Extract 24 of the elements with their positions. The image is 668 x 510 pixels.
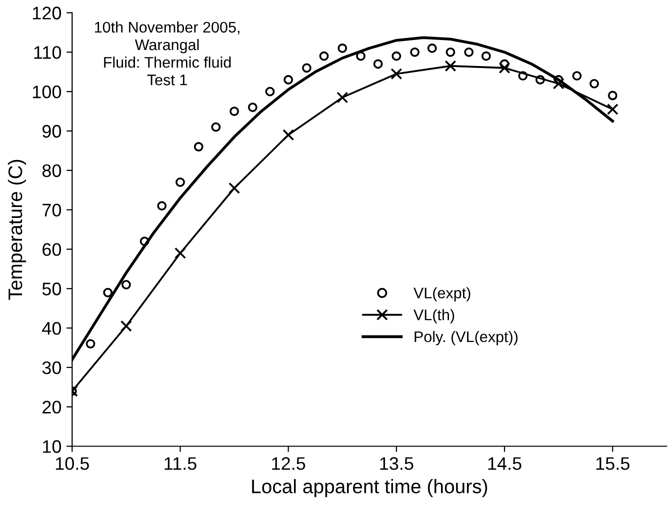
legend-label: VL(expt) xyxy=(414,287,470,302)
x-tick-label: 15.5 xyxy=(596,457,630,470)
y-tick-label: 80 xyxy=(42,164,62,178)
x-tick-label: 13.5 xyxy=(380,457,414,470)
y-tick-label: 30 xyxy=(42,361,62,374)
x-tick-label: 10.5 xyxy=(56,457,89,470)
y-tick-label: 10 xyxy=(43,440,62,453)
y-tick-label: 60 xyxy=(42,243,62,256)
y-tick-label: 70 xyxy=(42,204,62,217)
x-tick-label: 11.5 xyxy=(164,457,196,470)
y-tick-label: 120 xyxy=(32,6,62,20)
y-tick-label: 40 xyxy=(42,322,62,335)
legend-label: Poly. (VL(expt)) xyxy=(414,330,518,346)
x-tick-label: 14.5 xyxy=(488,457,522,470)
y-tick-label: 100 xyxy=(32,86,62,98)
y-axis-title: Temperature (C) xyxy=(8,160,26,300)
x-axis-title: Local apparent time (hours) xyxy=(252,479,488,498)
x-tick-label: 12.5 xyxy=(272,457,306,470)
y-tick-label: 50 xyxy=(42,282,62,296)
legend-label: VL(th) xyxy=(414,309,454,324)
annotation: 10th November 2005, Warangal Fluid: Thermic fluid Test 1 xyxy=(94,21,240,86)
y-tick-label: 90 xyxy=(42,124,62,138)
y-tick-label: 20 xyxy=(42,400,62,414)
y-tick-label: 110 xyxy=(34,46,62,59)
